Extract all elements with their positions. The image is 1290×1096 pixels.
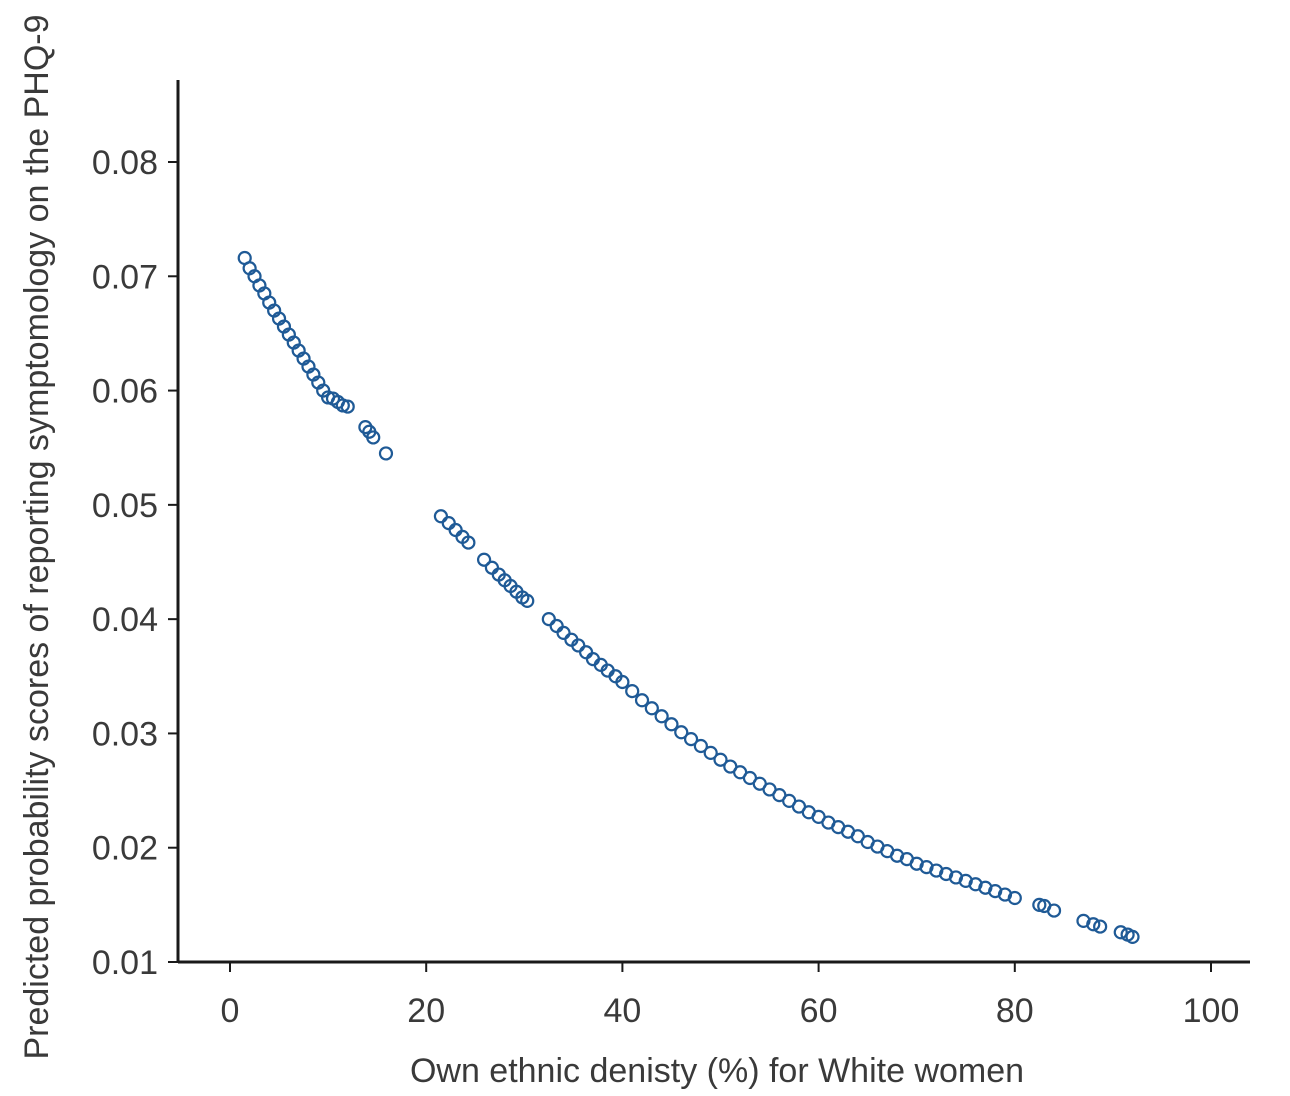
scatter-point (713, 752, 728, 767)
y-tick-label: 0.07 (92, 258, 158, 296)
scatter-point (683, 732, 699, 747)
scatter-point (1007, 890, 1022, 906)
scatter-point (461, 535, 476, 550)
data-points (237, 250, 1140, 944)
y-tick-label: 0.08 (92, 144, 158, 182)
x-tick-label: 60 (800, 992, 838, 1030)
x-tick-label: 0 (221, 992, 240, 1030)
scatter-point (378, 446, 394, 461)
scatter-point (654, 709, 669, 724)
scatter-point (476, 552, 492, 567)
scatter-point (541, 612, 556, 627)
y-tick-label: 0.02 (92, 830, 158, 868)
scatter-point (484, 560, 500, 575)
x-axis: 0 20 40 60 80 100 (178, 960, 1250, 1030)
x-tick-label: 20 (407, 992, 445, 1030)
scatter-point (571, 638, 586, 653)
scatter-point (693, 738, 708, 754)
scatter-point (549, 618, 564, 634)
scatter-point (556, 625, 571, 640)
scatter-point (579, 645, 594, 660)
scatter-point (703, 745, 718, 760)
x-tick-label: 100 (1183, 992, 1240, 1030)
scatter-point (433, 509, 449, 524)
scatter-point (366, 430, 381, 445)
x-tick-label: 40 (603, 992, 641, 1030)
scatter-point (1093, 919, 1108, 934)
x-tick-label: 80 (996, 992, 1034, 1030)
y-tick-label: 0.04 (92, 601, 158, 639)
scatter-point (1125, 929, 1140, 944)
y-axis-label: Predicted probability scores of reportin… (18, 14, 56, 1059)
scatter-point (674, 725, 689, 740)
scatter-point (1086, 917, 1101, 932)
scatter-point (340, 399, 355, 414)
scatter-point (448, 522, 463, 538)
y-tick-label: 0.05 (92, 487, 158, 525)
x-axis-label: Own ethnic denisty (%) for White women (410, 1052, 1024, 1090)
scatter-point (1046, 903, 1062, 918)
scatter-point (520, 593, 535, 608)
scatter-point (625, 684, 640, 699)
y-tick-label: 0.06 (92, 373, 158, 411)
scatter-point (615, 674, 630, 690)
scatter-point (644, 701, 659, 716)
y-tick-label: 0.01 (92, 944, 158, 982)
y-axis: 0.01 0.02 0.03 0.04 0.05 0.06 0.07 0.08 (92, 80, 180, 982)
scatter-point (1113, 925, 1128, 940)
y-tick-label: 0.03 (92, 715, 158, 753)
scatter-point (634, 693, 650, 708)
scatter-point (664, 717, 679, 732)
scatter-point (441, 516, 456, 531)
